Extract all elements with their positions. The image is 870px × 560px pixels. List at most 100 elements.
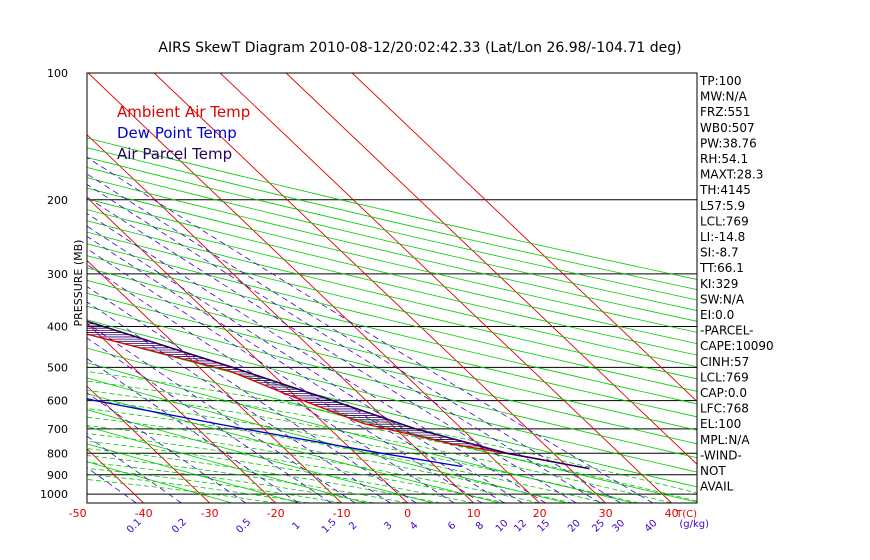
index-readout: PW:38.76 — [700, 136, 757, 150]
mixing-ratio-tick-label: 15 — [536, 518, 553, 535]
index-readout: FRZ:551 — [700, 105, 750, 119]
index-readout: SI:-8.7 — [700, 246, 739, 260]
mixing-ratio-tick-label: 4 — [408, 520, 420, 532]
bottom-temp-tick-label: -30 — [201, 507, 219, 520]
index-readout: RH:54.1 — [700, 152, 748, 166]
index-readout: MW:N/A — [700, 90, 748, 104]
dry-adiabat-line — [87, 156, 697, 301]
bottom-temp-tick-label: 0 — [404, 507, 411, 520]
isotherm-line — [87, 322, 276, 503]
index-readout: LI:-14.8 — [700, 230, 745, 244]
dry-adiabat-line — [87, 198, 697, 345]
index-readout: WB0:507 — [700, 121, 755, 135]
moist-adiabat-line — [87, 408, 606, 503]
pressure-tick-label: 600 — [47, 395, 68, 408]
mixing-ratio-line — [87, 213, 546, 503]
mixing-ratio-tick-label: 30 — [610, 518, 627, 535]
isotherm-line — [285, 73, 697, 465]
index-readout: TP:100 — [699, 74, 742, 88]
mixing-ratio-tick-label: 0.2 — [170, 517, 189, 536]
mixing-ratio-line — [87, 467, 137, 503]
pressure-tick-label: 900 — [47, 469, 68, 482]
dry-adiabat-line — [87, 292, 697, 445]
index-readout: LCL:769 — [700, 370, 749, 384]
chart-title: AIRS SkewT Diagram 2010-08-12/20:02:42.3… — [158, 40, 681, 56]
pressure-tick-label: 200 — [47, 194, 68, 207]
mixing-ratio-tick-label: 1 — [291, 520, 303, 532]
index-readout: EI:0.0 — [700, 308, 734, 322]
cape-hatching — [87, 323, 515, 456]
index-readout: -WIND- — [700, 448, 742, 462]
mixing-ratio-unit-label: (g/kg) — [679, 519, 709, 530]
legend-entry: Dew Point Temp — [117, 124, 237, 142]
ambient-temp-profile — [87, 333, 590, 470]
dry-adiabat-line — [87, 393, 500, 503]
pressure-tick-label: 100 — [47, 67, 68, 80]
moist-adiabat-line — [87, 455, 408, 503]
moist-adiabat-line — [87, 433, 507, 503]
dry-adiabat-line — [87, 362, 634, 503]
mixing-ratio-tick-label: 12 — [512, 518, 529, 535]
mixing-ratio-tick-label: 20 — [566, 518, 583, 535]
moist-adiabat-line — [87, 399, 639, 503]
isotherm-line — [351, 73, 697, 403]
dry-adiabat-line — [87, 243, 697, 392]
bottom-temp-tick-label: -20 — [267, 507, 285, 520]
pressure-tick-label: 700 — [47, 423, 68, 436]
index-readout: -PARCEL- — [700, 324, 754, 338]
mixing-ratio-tick-label: 2 — [347, 520, 359, 532]
mixing-ratio-line — [87, 301, 391, 503]
dry-adiabat-line — [87, 231, 697, 380]
mixing-ratio-tick-label: 10 — [494, 518, 511, 535]
mixing-ratio-tick-label: 40 — [643, 518, 660, 535]
legend: Ambient Air Temp Dew Point Temp Air Parcel… — [117, 103, 250, 163]
index-readout: TT:66.1 — [699, 261, 744, 275]
mixing-ratio-line — [87, 183, 601, 503]
isotherm-line — [219, 73, 672, 503]
dry-adiabat-line — [87, 377, 567, 503]
legend-entry: Ambient Air Temp — [117, 103, 250, 121]
pressure-tick-label: 1000 — [40, 488, 68, 501]
dew-point-profile — [87, 397, 462, 468]
moist-adiabat-line — [87, 425, 540, 503]
isotherm-line — [153, 73, 606, 503]
dry-adiabat-line — [87, 177, 697, 322]
index-readout: TH:4145 — [699, 183, 751, 197]
mixing-ratio-line — [87, 156, 654, 503]
moist-adiabat-line — [87, 390, 672, 503]
mixing-ratio-tick-label: 6 — [446, 520, 458, 532]
moist-adiabat-line — [87, 473, 309, 503]
x-axis-label: T(C) — [675, 509, 697, 520]
bottom-temp-tick-label: -40 — [135, 507, 153, 520]
y-axis-label: PRESSURE (MB) — [72, 240, 85, 327]
index-readout: MPL:N/A — [700, 433, 750, 447]
index-readout: KI:329 — [700, 277, 738, 291]
index-readout: AVAIL — [700, 480, 734, 494]
legend-entry: Air Parcel Temp — [117, 145, 232, 163]
dry-adiabat-line — [87, 209, 697, 356]
mixing-ratio-tick-label: 25 — [590, 518, 607, 535]
moist-adiabat-line — [87, 461, 375, 503]
index-readout: MAXT:28.3 — [700, 168, 763, 182]
mixing-ratio-line — [87, 435, 182, 503]
moist-adiabat-line — [87, 371, 697, 494]
mixing-ratio-tick-label: 3 — [382, 520, 394, 532]
moist-adiabat-line — [87, 467, 342, 503]
moist-adiabat-line — [87, 380, 697, 502]
plot-frame — [86, 72, 698, 504]
index-readout: EL:100 — [700, 417, 741, 431]
dry-adiabat-line — [87, 305, 697, 459]
pressure-tick-label: 800 — [47, 447, 68, 460]
mixing-ratio-line — [87, 173, 621, 503]
dry-adiabat-line — [87, 147, 697, 290]
bottom-temp-tick-label: -10 — [333, 507, 351, 520]
pressure-tick-label: 300 — [47, 268, 68, 281]
isotherm-line — [0, 73, 12, 503]
mixing-ratio-line — [87, 286, 417, 503]
mixing-ratio-tick-label: 8 — [474, 520, 486, 532]
index-readout: LFC:768 — [700, 402, 749, 416]
index-readout: SW:N/A — [700, 292, 745, 306]
dry-adiabat-line — [87, 166, 697, 311]
